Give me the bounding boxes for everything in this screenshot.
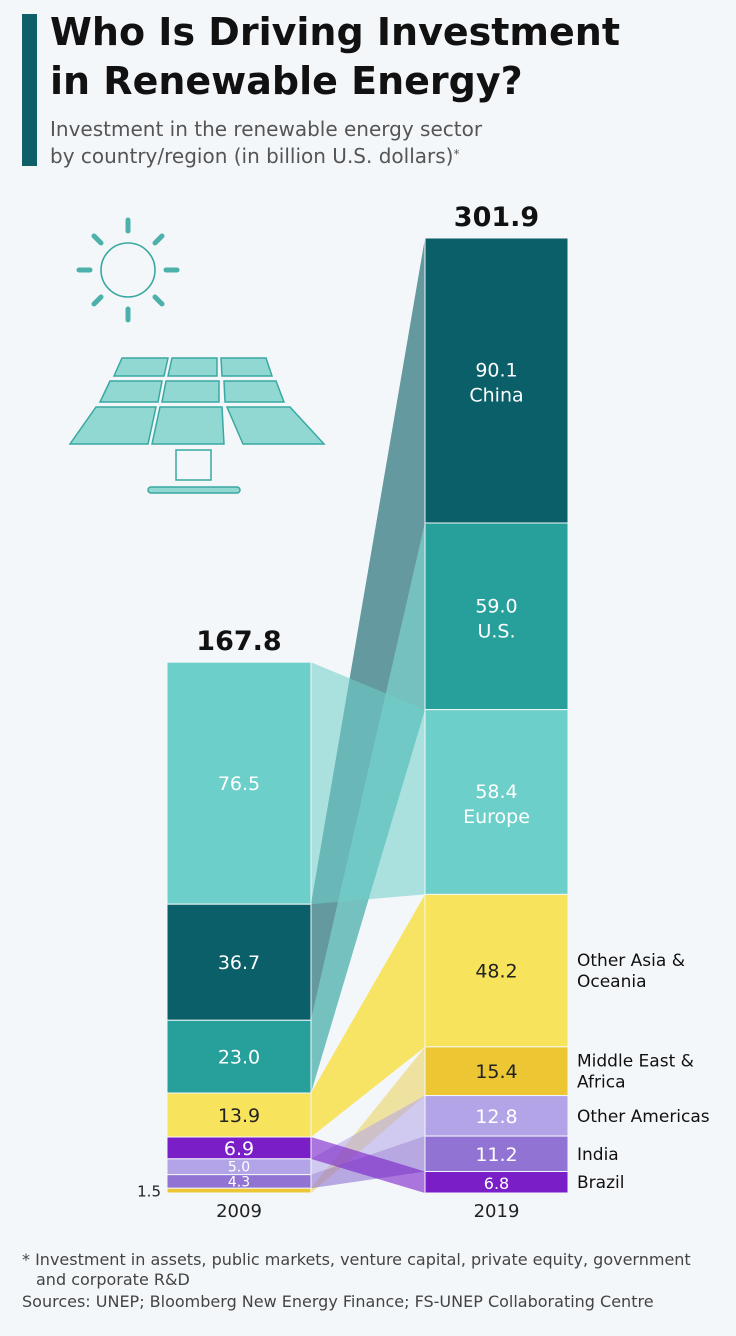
series-label-2019-europe: Europe bbox=[463, 806, 530, 828]
flow-europe bbox=[311, 662, 425, 905]
data-labels: 167.8 301.9 76.5 36.7 23.0 13.9 6.95.04.3 1.5 90… bbox=[137, 202, 539, 1201]
bar-2019-middle-east-and-africa bbox=[424, 1046, 569, 1097]
legend-brazil: Brazil bbox=[577, 1173, 624, 1193]
bar-2009-china bbox=[166, 903, 312, 1021]
value-label-2009-other-asia-and-oceania: 13.9 bbox=[218, 1105, 260, 1127]
value-label-2009-china: 36.7 bbox=[218, 952, 260, 974]
bar-2009-u-s bbox=[166, 1019, 312, 1094]
bar-2019-china bbox=[424, 237, 569, 524]
value-label-2019-brazil: 6.8 bbox=[484, 1174, 509, 1193]
title-line-1: Who Is Driving Investment bbox=[50, 10, 620, 54]
footnote: * Investment in assets, public markets, … bbox=[22, 1250, 691, 1289]
bar-2019-europe bbox=[424, 709, 569, 895]
value-label-2019-europe: 58.4 bbox=[475, 781, 517, 803]
total-label-2009: 167.8 bbox=[196, 626, 281, 657]
value-label-2009-u-s: 23.0 bbox=[218, 1047, 260, 1069]
value-label-2009-brazil: 6.9 bbox=[224, 1138, 254, 1160]
flow-brazil bbox=[311, 1137, 425, 1193]
value-label-2019-other-asia-and-oceania: 48.2 bbox=[475, 961, 517, 983]
legend-middle-east-and-africa-line-1: Middle East & bbox=[577, 1052, 694, 1072]
total-label-2019: 301.9 bbox=[454, 202, 539, 233]
solar-panel-icon bbox=[68, 357, 326, 494]
x-tick-label-2019: 2019 bbox=[474, 1201, 520, 1222]
legend-other-asia-and-oceania-line-1: Other Asia & bbox=[577, 951, 685, 971]
value-label-2009-other-americas: 5.0 bbox=[228, 1160, 250, 1176]
stacked-bars bbox=[166, 237, 569, 1194]
value-label-2009-india: 4.3 bbox=[228, 1174, 250, 1190]
x-axis: 2009 2019 bbox=[216, 1201, 519, 1222]
value-label-2019-india: 11.2 bbox=[475, 1144, 517, 1166]
subtitle-line-1: Investment in the renewable energy secto… bbox=[50, 117, 483, 141]
accent-bar bbox=[22, 14, 37, 166]
chart-title: Who Is Driving Investment in Renewable E… bbox=[50, 8, 620, 106]
value-label-2019-other-americas: 12.8 bbox=[475, 1106, 517, 1128]
value-label-2019-china: 90.1 bbox=[475, 360, 517, 382]
bar-2009-middle-east-and-africa bbox=[166, 1187, 312, 1194]
subtitle-footnote-marker: * bbox=[453, 147, 460, 161]
chart: 167.8 301.9 76.5 36.7 23.0 13.9 6.95.04.3 1.5 90… bbox=[68, 202, 710, 1222]
subtitle-line-2: by country/region (in billion U.S. dolla… bbox=[50, 144, 460, 168]
sources: Sources: UNEP; Bloomberg New Energy Fina… bbox=[22, 1292, 654, 1311]
legend-other-americas: Other Americas bbox=[577, 1107, 710, 1127]
bar-2019-brazil bbox=[424, 1170, 569, 1194]
flow-other-asia-and-oceania bbox=[311, 894, 425, 1138]
title-line-2: in Renewable Energy? bbox=[50, 59, 523, 103]
value-label-2019-middle-east-and-africa: 15.4 bbox=[475, 1061, 517, 1083]
series-label-2019-u-s: U.S. bbox=[477, 620, 515, 642]
series-label-2019-china: China bbox=[469, 385, 523, 407]
x-tick-label-2009: 2009 bbox=[216, 1201, 262, 1222]
legend: Other Asia &Oceania Middle East &Africa Ot… bbox=[577, 951, 710, 1193]
value-label-2019-u-s: 59.0 bbox=[475, 595, 517, 617]
legend-other-asia-and-oceania-line-2: Oceania bbox=[577, 972, 647, 992]
bar-2009-other-asia-and-oceania bbox=[166, 1092, 312, 1138]
flow-ribbons bbox=[311, 238, 425, 1193]
legend-india: India bbox=[577, 1145, 619, 1165]
bar-2009-europe bbox=[166, 661, 312, 905]
legend-middle-east-and-africa-line-2: Africa bbox=[577, 1073, 626, 1093]
value-label-2009-europe: 76.5 bbox=[218, 773, 260, 795]
sun-icon bbox=[76, 217, 180, 323]
bar-2019-u-s bbox=[424, 522, 569, 711]
footnote-block: * Investment in assets, public markets, … bbox=[22, 1250, 722, 1312]
bar-2019-other-americas bbox=[424, 1095, 569, 1137]
bar-2019-other-asia-and-oceania bbox=[424, 893, 569, 1048]
value-label-2009-middle-east-and-africa: 1.5 bbox=[137, 1183, 161, 1201]
bar-2019-india bbox=[424, 1135, 569, 1172]
chart-subtitle: Investment in the renewable energy secto… bbox=[50, 116, 482, 170]
